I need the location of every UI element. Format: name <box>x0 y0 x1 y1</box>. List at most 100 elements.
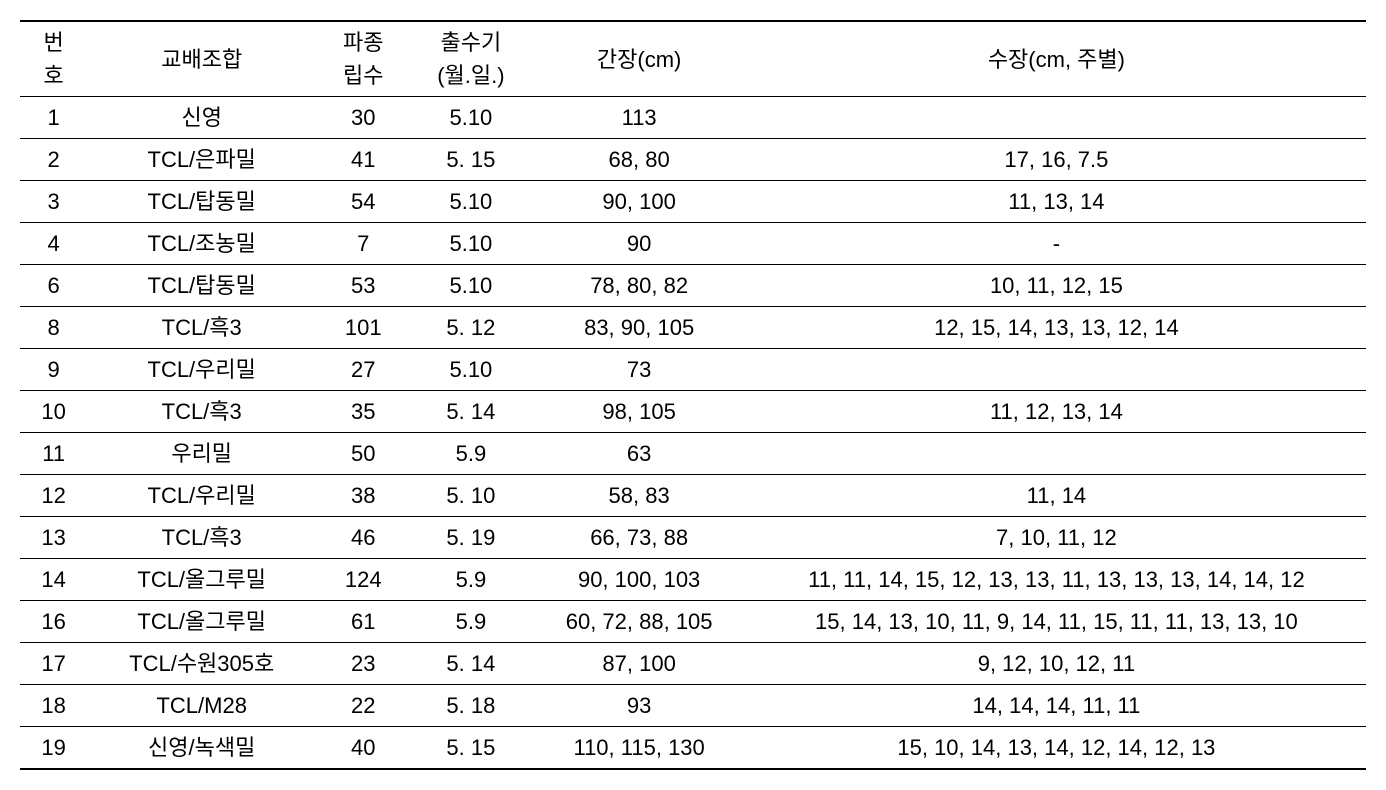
cell-cross: TCL/흑3 <box>87 517 316 559</box>
cell-seeds: 27 <box>316 349 410 391</box>
cell-seeds: 35 <box>316 391 410 433</box>
cell-cross: TCL/우리밀 <box>87 349 316 391</box>
cell-no: 14 <box>20 559 87 601</box>
cell-culm: 68, 80 <box>531 139 746 181</box>
cell-heading: 5. 19 <box>410 517 531 559</box>
header-heading-line1: 출수기 <box>418 26 523 59</box>
cell-heading: 5.10 <box>410 265 531 307</box>
cell-no: 9 <box>20 349 87 391</box>
header-culm: 간장(cm) <box>531 21 746 97</box>
cell-cross: 신영 <box>87 97 316 139</box>
cell-cross: TCL/수원305호 <box>87 643 316 685</box>
cell-spike: 14, 14, 14, 11, 11 <box>747 685 1366 727</box>
cell-cross: TCL/우리밀 <box>87 475 316 517</box>
cell-no: 16 <box>20 601 87 643</box>
cell-culm: 63 <box>531 433 746 475</box>
cell-seeds: 41 <box>316 139 410 181</box>
cell-seeds: 124 <box>316 559 410 601</box>
cell-spike: 11, 13, 14 <box>747 181 1366 223</box>
table-body: 1신영305.101132TCL/은파밀415. 1568, 8017, 16,… <box>20 97 1366 770</box>
cell-seeds: 53 <box>316 265 410 307</box>
cell-cross: TCL/올그루밀 <box>87 601 316 643</box>
cell-culm: 90 <box>531 223 746 265</box>
table-row: 2TCL/은파밀415. 1568, 8017, 16, 7.5 <box>20 139 1366 181</box>
table-row: 12TCL/우리밀385. 1058, 8311, 14 <box>20 475 1366 517</box>
cell-heading: 5.10 <box>410 181 531 223</box>
cell-spike: 15, 14, 13, 10, 11, 9, 14, 11, 15, 11, 1… <box>747 601 1366 643</box>
cell-culm: 98, 105 <box>531 391 746 433</box>
cell-spike: 11, 12, 13, 14 <box>747 391 1366 433</box>
table-row: 4TCL/조농밀75.1090- <box>20 223 1366 265</box>
cell-spike <box>747 97 1366 139</box>
cell-heading: 5.10 <box>410 97 531 139</box>
cell-seeds: 23 <box>316 643 410 685</box>
cell-seeds: 38 <box>316 475 410 517</box>
cell-spike <box>747 433 1366 475</box>
cell-no: 18 <box>20 685 87 727</box>
cell-no: 12 <box>20 475 87 517</box>
cell-seeds: 7 <box>316 223 410 265</box>
table-row: 8TCL/흑31015. 1283, 90, 10512, 15, 14, 13… <box>20 307 1366 349</box>
header-no-line2: 호 <box>28 59 79 92</box>
cell-seeds: 54 <box>316 181 410 223</box>
cell-no: 4 <box>20 223 87 265</box>
cell-no: 6 <box>20 265 87 307</box>
cell-seeds: 22 <box>316 685 410 727</box>
header-cross: 교배조합 <box>87 21 316 97</box>
cell-seeds: 61 <box>316 601 410 643</box>
table-row: 11우리밀505.963 <box>20 433 1366 475</box>
cell-spike: 7, 10, 11, 12 <box>747 517 1366 559</box>
cell-seeds: 46 <box>316 517 410 559</box>
cell-cross: TCL/흑3 <box>87 307 316 349</box>
cell-culm: 90, 100 <box>531 181 746 223</box>
cell-cross: TCL/탑동밀 <box>87 265 316 307</box>
cell-no: 13 <box>20 517 87 559</box>
cell-heading: 5.9 <box>410 559 531 601</box>
cell-heading: 5. 10 <box>410 475 531 517</box>
cell-seeds: 50 <box>316 433 410 475</box>
cell-seeds: 30 <box>316 97 410 139</box>
cell-culm: 73 <box>531 349 746 391</box>
cell-no: 8 <box>20 307 87 349</box>
cell-culm: 66, 73, 88 <box>531 517 746 559</box>
table-row: 16TCL/올그루밀615.960, 72, 88, 10515, 14, 13… <box>20 601 1366 643</box>
header-no: 번 호 <box>20 21 87 97</box>
cell-no: 17 <box>20 643 87 685</box>
header-seeds-line2: 립수 <box>324 59 402 92</box>
cell-culm: 78, 80, 82 <box>531 265 746 307</box>
table-row: 14TCL/올그루밀1245.990, 100, 10311, 11, 14, … <box>20 559 1366 601</box>
data-table: 번 호 교배조합 파종 립수 출수기 (월.일.) 간장(cm) 수장(cm, … <box>20 20 1366 770</box>
cell-heading: 5.10 <box>410 349 531 391</box>
header-seeds-line1: 파종 <box>324 26 402 59</box>
cell-no: 11 <box>20 433 87 475</box>
cell-cross: 우리밀 <box>87 433 316 475</box>
cell-spike: 12, 15, 14, 13, 13, 12, 14 <box>747 307 1366 349</box>
cell-culm: 93 <box>531 685 746 727</box>
table-row: 13TCL/흑3465. 1966, 73, 887, 10, 11, 12 <box>20 517 1366 559</box>
table-row: 10TCL/흑3355. 1498, 10511, 12, 13, 14 <box>20 391 1366 433</box>
cell-spike: 10, 11, 12, 15 <box>747 265 1366 307</box>
header-spike: 수장(cm, 주별) <box>747 21 1366 97</box>
table-row: 9TCL/우리밀275.1073 <box>20 349 1366 391</box>
cell-culm: 83, 90, 105 <box>531 307 746 349</box>
table-row: 1신영305.10113 <box>20 97 1366 139</box>
cell-no: 1 <box>20 97 87 139</box>
table-row: 18TCL/M28225. 189314, 14, 14, 11, 11 <box>20 685 1366 727</box>
cell-culm: 58, 83 <box>531 475 746 517</box>
cell-cross: TCL/조농밀 <box>87 223 316 265</box>
cell-culm: 113 <box>531 97 746 139</box>
cell-seeds: 101 <box>316 307 410 349</box>
cell-cross: TCL/흑3 <box>87 391 316 433</box>
cell-heading: 5.10 <box>410 223 531 265</box>
cell-culm: 90, 100, 103 <box>531 559 746 601</box>
cell-no: 2 <box>20 139 87 181</box>
cell-heading: 5. 18 <box>410 685 531 727</box>
cell-spike <box>747 349 1366 391</box>
cell-cross: TCL/은파밀 <box>87 139 316 181</box>
cell-no: 3 <box>20 181 87 223</box>
cell-spike: 17, 16, 7.5 <box>747 139 1366 181</box>
cell-cross: TCL/M28 <box>87 685 316 727</box>
cell-spike: 9, 12, 10, 12, 11 <box>747 643 1366 685</box>
cell-heading: 5.9 <box>410 433 531 475</box>
cell-cross: TCL/탑동밀 <box>87 181 316 223</box>
